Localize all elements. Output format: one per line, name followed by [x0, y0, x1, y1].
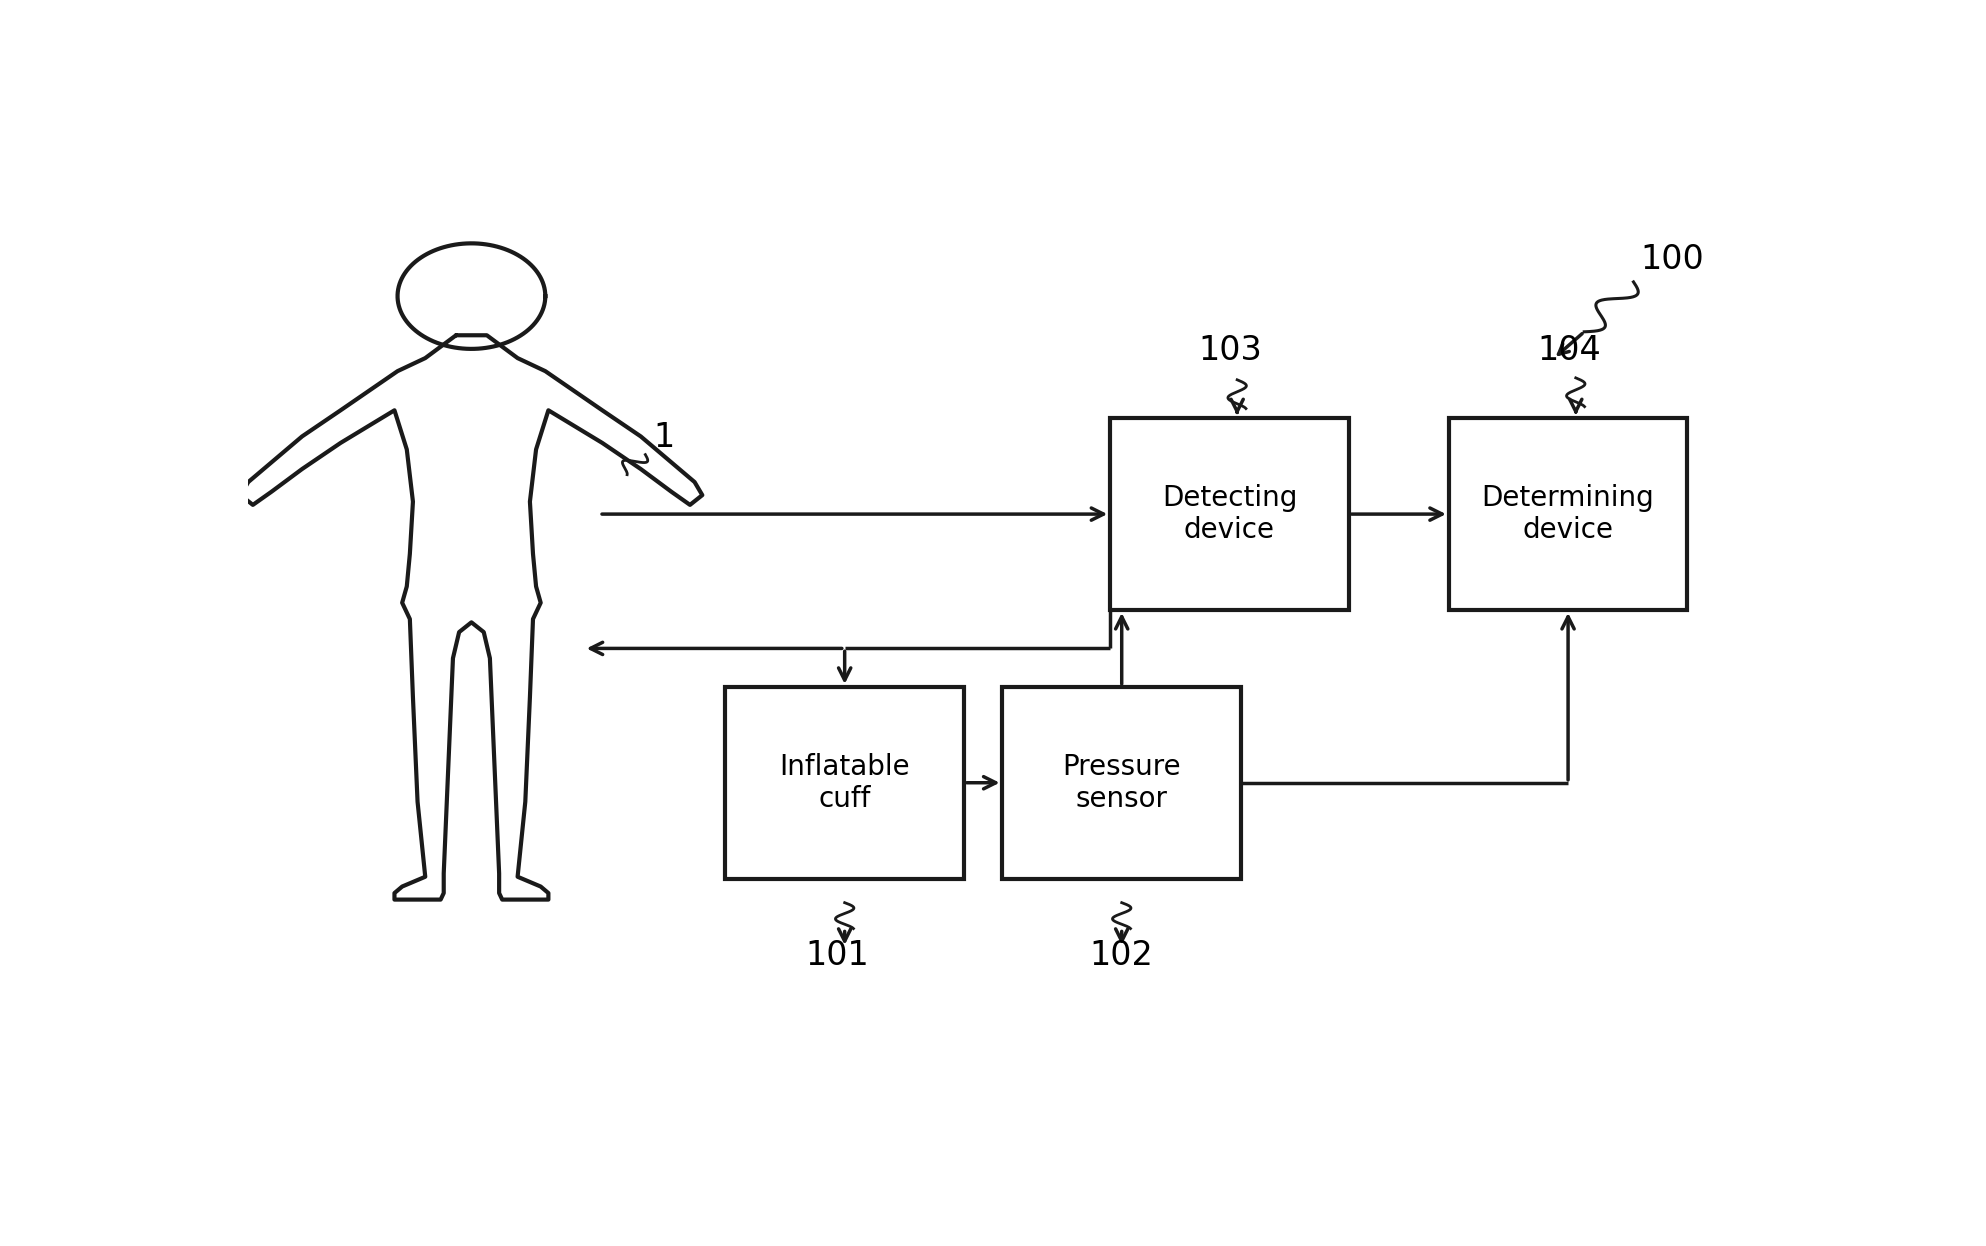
Text: Determining
device: Determining device	[1482, 483, 1654, 545]
Text: 100: 100	[1640, 243, 1704, 277]
FancyBboxPatch shape	[725, 687, 963, 878]
FancyBboxPatch shape	[1110, 419, 1348, 611]
Text: Pressure
sensor: Pressure sensor	[1063, 753, 1182, 812]
Text: Inflatable
cuff: Inflatable cuff	[779, 753, 910, 812]
Text: 104: 104	[1537, 334, 1601, 368]
Text: 101: 101	[806, 939, 870, 972]
FancyBboxPatch shape	[1450, 419, 1688, 611]
Text: Detecting
device: Detecting device	[1162, 483, 1297, 545]
Text: 1: 1	[653, 421, 675, 454]
Text: 103: 103	[1198, 334, 1261, 368]
FancyBboxPatch shape	[1003, 687, 1241, 878]
Text: 102: 102	[1088, 939, 1154, 972]
